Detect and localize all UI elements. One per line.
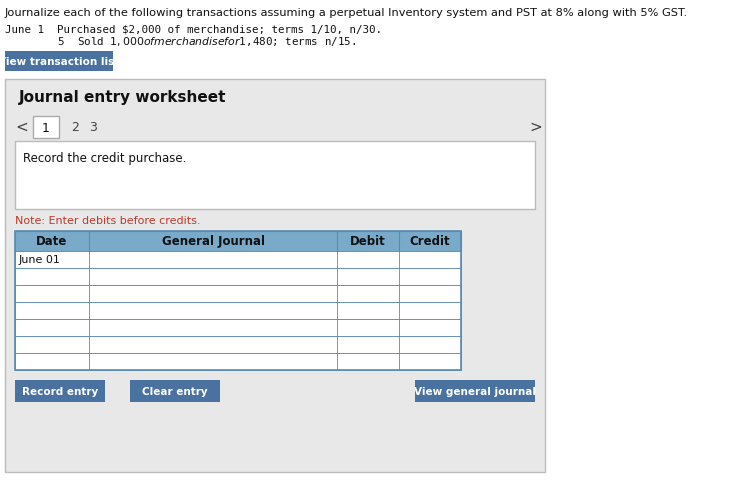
Text: Debit: Debit bbox=[350, 235, 386, 248]
Text: 1: 1 bbox=[42, 121, 50, 134]
Bar bbox=[15, 286, 461, 302]
Bar bbox=[15, 142, 535, 210]
Bar bbox=[130, 380, 220, 402]
Bar bbox=[33, 117, 59, 139]
Text: Clear entry: Clear entry bbox=[142, 386, 208, 396]
Text: 5  Sold $1,000 of merchandise for $1,480; terms n/15.: 5 Sold $1,000 of merchandise for $1,480;… bbox=[5, 35, 356, 48]
Text: Journalize each of the following transactions assuming a perpetual Inventory sys: Journalize each of the following transac… bbox=[5, 8, 688, 18]
Text: June 01: June 01 bbox=[19, 255, 61, 265]
Text: Credit: Credit bbox=[410, 235, 450, 248]
Bar bbox=[15, 380, 105, 402]
Bar bbox=[415, 380, 535, 402]
Bar bbox=[15, 252, 461, 269]
Bar bbox=[7, 116, 543, 140]
Text: Journal entry worksheet: Journal entry worksheet bbox=[19, 90, 227, 105]
Bar bbox=[5, 52, 113, 72]
Bar bbox=[15, 336, 461, 353]
Bar bbox=[5, 80, 545, 472]
Text: Record the credit purchase.: Record the credit purchase. bbox=[23, 151, 186, 165]
Bar bbox=[15, 302, 461, 319]
Text: <: < bbox=[15, 120, 28, 135]
Bar bbox=[15, 353, 461, 370]
Text: General Journal: General Journal bbox=[161, 235, 264, 248]
Text: June 1  Purchased $2,000 of merchandise; terms 1/10, n/30.: June 1 Purchased $2,000 of merchandise; … bbox=[5, 24, 382, 34]
Text: View general journal: View general journal bbox=[414, 386, 536, 396]
Text: Date: Date bbox=[36, 235, 68, 248]
Bar bbox=[15, 319, 461, 336]
Bar bbox=[15, 231, 461, 252]
Text: 2: 2 bbox=[71, 121, 79, 134]
Bar bbox=[15, 231, 461, 370]
Bar bbox=[15, 269, 461, 286]
Text: >: > bbox=[529, 120, 542, 135]
Text: Record entry: Record entry bbox=[22, 386, 98, 396]
Text: Note: Enter debits before credits.: Note: Enter debits before credits. bbox=[15, 215, 200, 226]
Text: View transaction list: View transaction list bbox=[0, 57, 120, 67]
Text: 3: 3 bbox=[89, 121, 97, 134]
